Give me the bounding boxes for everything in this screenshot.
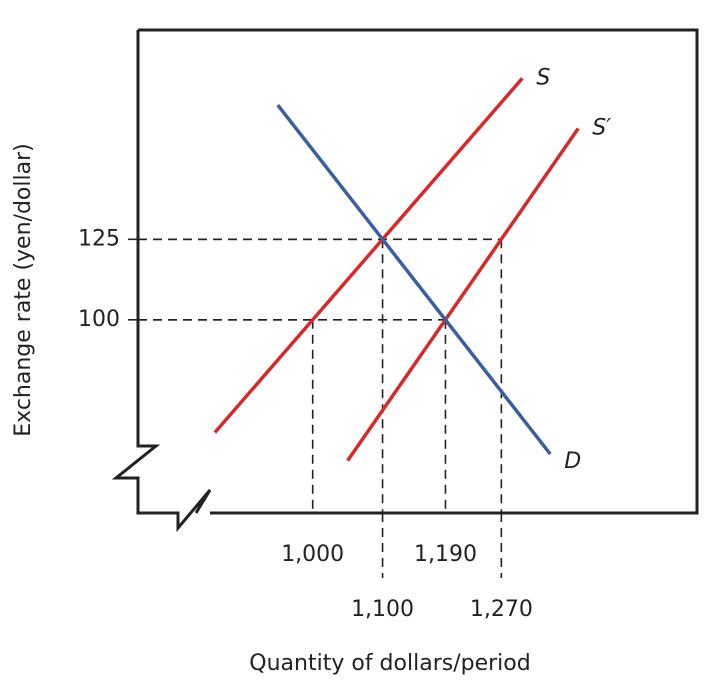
x-tick-label: 1,270 (470, 597, 533, 622)
supply-demand-line (346, 127, 580, 462)
supply-demand-line (276, 103, 552, 456)
axis-break (111, 30, 212, 533)
y-tick-label: 125 (78, 226, 120, 251)
plot-frame (138, 28, 699, 515)
x-tick-label: 1,100 (351, 597, 414, 622)
y-tick-label: 100 (78, 307, 120, 332)
supply-demand-line (213, 77, 524, 434)
x-tick-label: 1,190 (414, 542, 477, 567)
series-label: S′ (592, 116, 611, 141)
x-axis-label: Quantity of dollars/period (249, 651, 530, 676)
y-axis-label: Exchange rate (yen/dollar) (11, 143, 36, 436)
series-label: S (536, 65, 550, 90)
x-tick-label: 1,000 (281, 542, 344, 567)
series-label: D (564, 449, 581, 474)
